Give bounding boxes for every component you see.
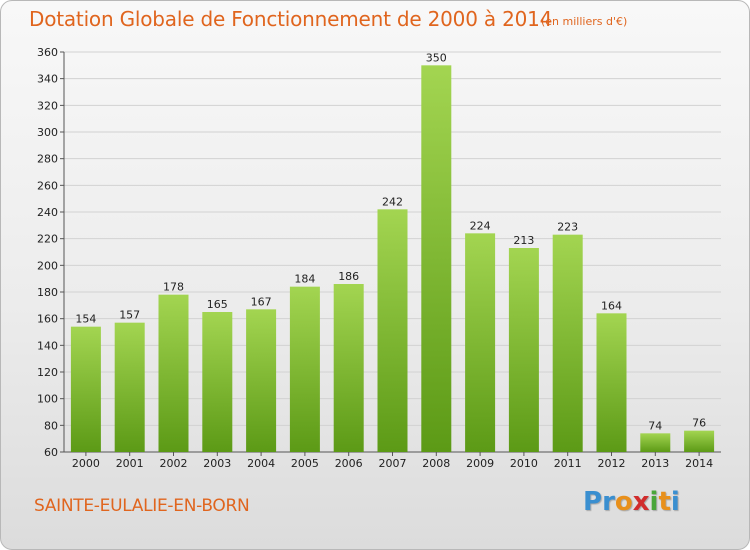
- bar-value-label: 178: [163, 281, 184, 294]
- y-tick-label: 60: [44, 446, 58, 459]
- bar: [596, 313, 627, 452]
- y-tick-label: 360: [37, 46, 58, 59]
- bar-value-label: 242: [382, 195, 403, 208]
- bar: [684, 430, 715, 452]
- logo-letter: i: [649, 487, 659, 517]
- bar-value-label: 186: [338, 270, 359, 283]
- bar-value-label: 164: [601, 299, 622, 312]
- y-tick-label: 200: [37, 259, 58, 272]
- bar: [377, 209, 408, 452]
- bar: [246, 309, 277, 452]
- bar-value-label: 224: [470, 219, 491, 232]
- bar: [640, 433, 671, 452]
- x-tick-label: 2013: [641, 457, 669, 470]
- bar-value-label: 74: [648, 419, 662, 432]
- bar: [421, 65, 452, 452]
- y-tick-label: 260: [37, 179, 58, 192]
- logo-letter: i: [670, 487, 680, 517]
- labels: 60 80 100 120 140 160 180 200 220 240 260 280 300 320…: [37, 46, 713, 470]
- x-tick-label: 2007: [379, 457, 407, 470]
- x-tick-label: 2005: [291, 457, 319, 470]
- bar-value-label: 165: [207, 298, 228, 311]
- x-tick-label: 2012: [598, 457, 626, 470]
- bar: [114, 322, 145, 452]
- y-tick-label: 320: [37, 99, 58, 112]
- x-tick-label: 2010: [510, 457, 538, 470]
- proxiti-logo: Proxiti: [583, 487, 680, 517]
- bar-value-label: 76: [692, 417, 706, 430]
- y-tick-label: 220: [37, 233, 58, 246]
- logo-letter: x: [632, 487, 650, 517]
- x-tick-label: 2001: [116, 457, 144, 470]
- x-tick-label: 2009: [466, 457, 494, 470]
- logo-letter: o: [614, 487, 633, 517]
- bar-value-label: 154: [75, 313, 96, 326]
- bar: [202, 312, 233, 452]
- bar: [333, 284, 364, 452]
- bar: [508, 248, 539, 452]
- bar-value-label: 350: [426, 51, 447, 64]
- bar: [158, 294, 189, 452]
- logo-letter: P: [583, 487, 603, 517]
- chart-subtitle: (en milliers d'€): [541, 15, 628, 28]
- y-tick-label: 180: [37, 286, 58, 299]
- y-tick-label: 280: [37, 153, 58, 166]
- x-tick-label: 2006: [335, 457, 363, 470]
- y-tick-label: 300: [37, 126, 58, 139]
- y-tick-label: 80: [44, 419, 58, 432]
- bar: [465, 233, 496, 452]
- bars: [70, 65, 715, 452]
- bar: [289, 286, 320, 452]
- x-tick-label: 2011: [554, 457, 582, 470]
- commune-name: SAINTE-EULALIE-EN-BORN: [34, 496, 250, 516]
- bar-value-label: 167: [251, 295, 272, 308]
- bar: [70, 326, 101, 452]
- chart-title: Dotation Globale de Fonctionnement de 20…: [29, 7, 553, 31]
- y-tick-label: 140: [37, 339, 58, 352]
- x-tick-label: 2000: [72, 457, 100, 470]
- y-tick-label: 240: [37, 206, 58, 219]
- y-tick-label: 340: [37, 73, 58, 86]
- y-tick-label: 160: [37, 313, 58, 326]
- bar-value-label: 223: [557, 221, 578, 234]
- x-tick-label: 2002: [160, 457, 188, 470]
- bar-value-label: 184: [294, 273, 315, 286]
- y-tick-label: 120: [37, 366, 58, 379]
- logo-letter: r: [602, 487, 615, 517]
- y-tick-label: 100: [37, 393, 58, 406]
- logo-letter: t: [658, 487, 671, 517]
- bar: [552, 234, 583, 452]
- bar-value-label: 213: [513, 234, 534, 247]
- x-tick-label: 2008: [422, 457, 450, 470]
- bar-value-label: 157: [119, 309, 140, 322]
- x-tick-label: 2014: [685, 457, 713, 470]
- x-tick-label: 2003: [203, 457, 231, 470]
- x-tick-label: 2004: [247, 457, 275, 470]
